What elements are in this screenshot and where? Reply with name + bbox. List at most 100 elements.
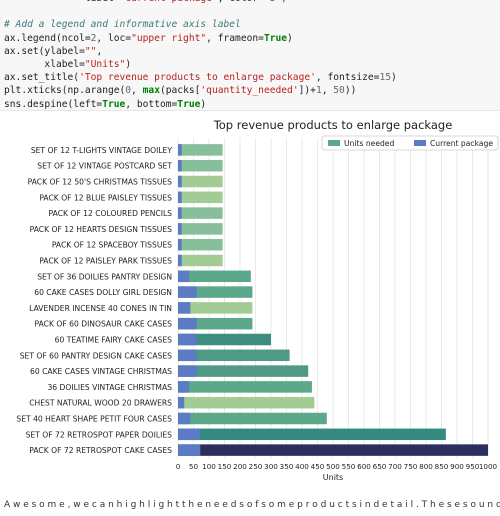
legend-label-current-package: Current package [430, 139, 493, 148]
legend-swatch-units-needed [328, 140, 340, 146]
bar-current-package [178, 365, 197, 377]
category-label: 36 DOILIES VINTAGE CHRISTMAS [47, 383, 172, 392]
bar-units-needed [178, 286, 253, 298]
code-token: ) [391, 72, 397, 84]
bar-current-package [178, 191, 182, 204]
bar-current-package [178, 444, 201, 456]
code-line [4, 5, 397, 18]
category-label: PACK OF 60 DINOSAUR CAKE CASES [35, 320, 173, 329]
code-token: , frameon= [206, 32, 264, 44]
bar-units-needed [178, 144, 223, 156]
code-token: # Add a legend and informative axis labe… [4, 19, 241, 31]
x-tick-label: 650 [373, 462, 387, 471]
x-tick-label: 950 [466, 462, 480, 471]
code-token: 0 [125, 85, 132, 97]
bar-units-needed [178, 349, 290, 362]
markdown-text: A w e s o m e , w e c a n h i g h l i g … [4, 500, 500, 510]
code-token: "Units" [84, 59, 126, 70]
code-token: , [131, 85, 143, 97]
output-area: Top revenue products to enlarge package S… [0, 112, 500, 484]
category-label: 60 CAKE CASES VINTAGE CHRISTMAS [30, 367, 172, 376]
code-token: 50 [333, 85, 345, 97]
x-tick-label: 200 [233, 462, 247, 471]
code-line: sns.despine(left=True, bottom=True) [4, 98, 397, 110]
code-line: xlabel="Units") [4, 58, 397, 71]
category-label: LAVENDER INCENSE 40 CONES IN TIN [29, 304, 172, 313]
bar-units-needed [178, 238, 223, 251]
code-editor[interactable]: label="current package", color="b") # Add… [4, 0, 397, 110]
code-token: )) [344, 85, 357, 97]
bar-units-needed [178, 365, 309, 377]
bar-units-needed [178, 207, 223, 219]
code-token: 'quantity_needed' [200, 85, 299, 97]
code-token: 'Top revenue products to enlarge package… [79, 72, 316, 84]
category-label: PACK OF 12 COLOURED PENCILS [49, 209, 173, 218]
x-tick-label: 500 [326, 462, 340, 471]
x-tick-label: 1000 [479, 462, 498, 471]
bar-chart: Top revenue products to enlarge package S… [16, 118, 499, 482]
bar-current-package [178, 254, 182, 267]
category-label: SET OF 36 DOILIES PANTRY DESIGN [37, 272, 172, 281]
code-token: , bottom= [125, 98, 178, 110]
bar-current-package [178, 175, 182, 188]
legend-label-units-needed: Units needed [344, 139, 394, 148]
bar-units-needed [178, 381, 312, 393]
code-token: "b" [264, 0, 281, 4]
code-line: plt.xticks(np.arange(0, max(packs['quant… [4, 84, 397, 97]
x-tick-label: 400 [295, 462, 309, 471]
category-label: PACK OF 12 BLUE PAISLEY TISSUES [39, 193, 172, 202]
code-token: True [263, 32, 288, 44]
category-label: 60 TEATIME FAIRY CAKE CASES [55, 336, 173, 345]
bar-units-needed [178, 175, 223, 188]
code-token: ])+ [298, 85, 316, 97]
category-label: PACK OF 12 HEARTS DESIGN TISSUES [30, 225, 173, 234]
code-token: , fontsize= [315, 72, 380, 84]
code-line: label="current package", color="b") [4, 0, 397, 5]
bar-units-needed [178, 428, 446, 441]
code-token: 2 [90, 32, 97, 44]
x-tick-label: 300 [264, 462, 278, 471]
code-token: sns.despine(left= [4, 98, 103, 110]
x-tick-label: 550 [342, 462, 356, 471]
bar-current-package [178, 286, 197, 298]
x-tick-label: 250 [249, 462, 263, 471]
code-line: # Add a legend and informative axis labe… [4, 18, 397, 31]
x-tick-label: 100 [202, 462, 216, 471]
bar-units-needed [178, 444, 488, 456]
code-token: True [177, 98, 201, 110]
bar-current-package [178, 381, 190, 393]
x-tick-label: 50 [189, 462, 199, 471]
bar-current-package [178, 238, 182, 251]
category-label: PACK OF 72 RETROSPOT CAKE CASES [29, 446, 172, 455]
code-token: 15 [379, 72, 392, 84]
bar-current-package [178, 349, 197, 362]
bar-current-package [178, 317, 197, 330]
category-label: CHEST NATURAL WOOD 20 DRAWERS [29, 399, 172, 408]
bar-units-needed [178, 270, 251, 283]
bar-units-needed [178, 333, 271, 346]
code-token: xlabel= [4, 59, 85, 70]
x-tick-label: 850 [435, 462, 449, 471]
code-cell[interactable]: label="current package", color="b") # Add… [0, 0, 500, 111]
bar-units-needed [178, 302, 253, 314]
bar-current-package [178, 223, 182, 235]
bar-units-needed [178, 159, 223, 172]
bar-current-package [178, 207, 182, 219]
category-label: SET 40 HEART SHAPE PETIT FOUR CASES [16, 415, 172, 424]
bar-current-package [178, 412, 191, 425]
x-tick-label: 600 [357, 462, 371, 471]
legend-box [321, 135, 499, 151]
code-token: , [321, 85, 334, 97]
code-line: ax.legend(ncol=2, loc="upper right", fra… [4, 32, 397, 45]
code-token: ) [287, 32, 293, 44]
x-tick-label: 900 [450, 462, 464, 471]
bar-units-needed [178, 191, 223, 204]
code-token: ) [200, 98, 207, 110]
code-token: , [96, 45, 103, 57]
category-label: 60 CAKE CASES DOLLY GIRL DESIGN [34, 288, 172, 297]
x-tick-label: 750 [404, 462, 418, 471]
category-label: SET OF 72 RETROSPOT PAPER DOILIES [26, 430, 173, 439]
code-line: ax.set(ylabel="", [4, 45, 397, 58]
bar-units-needed [178, 254, 223, 267]
code-token: plt.xticks(np.arange( [4, 85, 126, 97]
